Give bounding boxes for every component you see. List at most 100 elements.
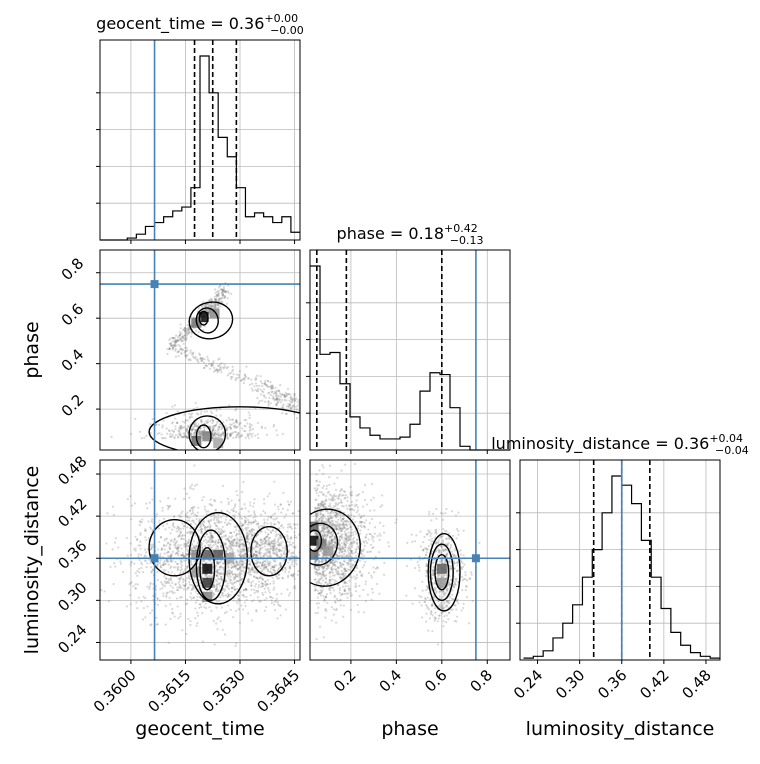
phase_vs_geocent_time-sample-point <box>303 405 305 407</box>
luminosity_distance_vs_geocent_time-sample-point <box>225 516 227 518</box>
luminosity_distance_vs_geocent_time-sample-point <box>178 535 180 537</box>
luminosity_distance_vs_geocent_time-sample-point <box>137 553 139 555</box>
luminosity_distance_vs_geocent_time-sample-point <box>281 524 283 526</box>
phase_vs_geocent_time-sample-point <box>173 437 175 439</box>
luminosity_distance_vs_geocent_time-sample-point <box>174 615 176 617</box>
luminosity_distance_vs_phase-sample-point <box>383 532 385 534</box>
luminosity_distance_vs_geocent_time-sample-point <box>225 538 227 540</box>
luminosity_distance_vs_phase-sample-point <box>336 523 338 525</box>
luminosity_distance_vs_phase-sample-point <box>367 594 369 596</box>
luminosity_distance_vs_geocent_time-sample-point <box>168 578 170 580</box>
phase_vs_geocent_time-sample-point <box>300 401 302 403</box>
luminosity_distance_vs_geocent_time-sample-point <box>255 609 257 611</box>
phase_vs_geocent_time-sample-point <box>243 382 245 384</box>
luminosity_distance_vs_phase-sample-point <box>325 577 327 579</box>
luminosity_distance_vs_geocent_time-sample-point <box>216 569 218 571</box>
luminosity_distance_vs_geocent_time-sample-point <box>144 549 146 551</box>
luminosity_distance_vs_geocent_time-sample-point <box>200 528 202 530</box>
luminosity_distance_vs_geocent_time-sample-point <box>247 515 249 517</box>
luminosity_distance_vs_geocent_time-sample-point <box>213 499 215 501</box>
luminosity_distance_vs_geocent_time-sample-point <box>270 516 272 518</box>
phase_vs_geocent_time-sample-point <box>203 427 205 429</box>
luminosity_distance_vs_geocent_time-sample-point <box>257 596 259 598</box>
luminosity_distance_vs_geocent_time-sample-point <box>307 591 309 593</box>
luminosity_distance_vs_geocent_time-sample-point <box>294 547 296 549</box>
luminosity_distance_vs_phase-sample-point <box>321 517 323 519</box>
luminosity_distance_vs_geocent_time-sample-point <box>275 518 277 520</box>
phase_vs_geocent_time-sample-point <box>177 410 179 412</box>
luminosity_distance_vs_geocent_time-sample-point <box>259 601 261 603</box>
luminosity_distance_vs_phase-sample-point <box>366 503 368 505</box>
luminosity_distance_vs_geocent_time-sample-point <box>159 599 161 601</box>
luminosity_distance_vs_phase-sample-point <box>335 621 337 623</box>
phase_vs_geocent_time-sample-point <box>217 306 219 308</box>
phase_vs_geocent_time-sample-point <box>257 422 259 424</box>
phase_vs_geocent_time-sample-point <box>290 396 292 398</box>
luminosity_distance_vs_geocent_time-sample-point <box>222 526 224 528</box>
luminosity_distance_vs_geocent_time-sample-point <box>144 616 146 618</box>
luminosity_distance_vs_geocent_time-sample-point <box>251 531 253 533</box>
phase_vs_geocent_time-sample-point <box>243 419 245 421</box>
luminosity_distance_vs_geocent_time-sample-point <box>247 524 249 526</box>
luminosity_distance_vs_geocent_time-sample-point <box>186 493 188 495</box>
phase_vs_geocent_time-sample-point <box>195 422 197 424</box>
phase_vs_geocent_time-sample-point <box>272 397 274 399</box>
luminosity_distance_vs_phase-sample-point <box>361 515 363 517</box>
luminosity_distance_vs_phase-sample-point <box>355 590 357 592</box>
luminosity_distance_vs_geocent_time-sample-point <box>238 499 240 501</box>
luminosity_distance_vs_phase-sample-point <box>371 576 373 578</box>
phase_vs_geocent_time-sample-point <box>280 394 282 396</box>
luminosity_distance_vs_phase-sample-point <box>358 513 360 515</box>
luminosity_distance_vs_geocent_time-sample-point <box>204 508 206 510</box>
luminosity_distance_vs_geocent_time-sample-point <box>285 608 287 610</box>
luminosity_distance_vs_geocent_time-sample-point <box>244 522 246 524</box>
luminosity_distance_vs_geocent_time-sample-point <box>144 530 146 532</box>
phase-ytick-label: 0.4 <box>58 345 88 375</box>
luminosity_distance_vs_phase-sample-point <box>328 476 330 478</box>
luminosity_distance_vs_geocent_time-sample-point <box>171 528 173 530</box>
luminosity_distance_vs_phase-sample-point <box>335 568 337 570</box>
phase_vs_geocent_time-sample-point <box>272 396 274 398</box>
luminosity_distance_vs_geocent_time-sample-point <box>219 561 221 563</box>
luminosity_distance_vs_geocent_time-sample-point <box>234 645 236 647</box>
luminosity_distance_vs_geocent_time-sample-point <box>192 585 194 587</box>
phase_vs_geocent_time-sample-point <box>219 298 221 300</box>
phase_vs_geocent_time-sample-point <box>230 372 232 374</box>
luminosity_distance_vs_geocent_time-sample-point <box>157 548 159 550</box>
luminosity_distance_vs_geocent_time-sample-point <box>282 492 284 494</box>
luminosity_distance_vs_phase-sample-point <box>327 515 329 517</box>
phase_vs_geocent_time-sample-point <box>200 359 202 361</box>
luminosity_distance_vs_geocent_time-sample-point <box>175 583 177 585</box>
phase_vs_geocent_time-sample-point <box>223 286 225 288</box>
phase_vs_geocent_time-sample-point <box>240 380 242 382</box>
phase_vs_geocent_time-sample-point <box>202 301 204 303</box>
phase_vs_geocent_time-sample-point <box>257 437 259 439</box>
luminosity_distance_vs_geocent_time-sample-point <box>220 501 222 503</box>
luminosity_distance_vs_geocent_time-sample-point <box>265 606 267 608</box>
luminosity_distance_vs_geocent_time-sample-point <box>135 583 137 585</box>
luminosity_distance_vs_phase-sample-point <box>325 564 327 566</box>
luminosity_distance_vs_geocent_time-sample-point <box>144 555 146 557</box>
luminosity_distance_vs_geocent_time-sample-point <box>145 502 147 504</box>
luminosity_distance_vs_geocent_time-sample-point <box>151 518 153 520</box>
luminosity_distance_vs_geocent_time-sample-point <box>288 541 290 543</box>
luminosity_distance_vs_geocent_time-sample-point <box>117 546 119 548</box>
luminosity_distance_vs_geocent_time-sample-point <box>150 528 152 530</box>
phase_vs_geocent_time-sample-point <box>264 380 266 382</box>
phase_vs_geocent_time-sample-point <box>149 423 151 425</box>
luminosity_distance_vs_phase-sample-point <box>331 523 333 525</box>
luminosity_distance_vs_geocent_time-sample-point <box>236 580 238 582</box>
luminosity_distance_vs_geocent_time-sample-point <box>168 564 170 566</box>
luminosity_distance_vs_phase-sample-point <box>383 574 385 576</box>
phase_vs_geocent_time-sample-point <box>169 343 171 345</box>
luminosity_distance_vs_geocent_time-sample-point <box>290 501 292 503</box>
luminosity_distance_vs_phase-sample-point <box>316 602 318 604</box>
luminosity_distance_vs_geocent_time-sample-point <box>199 603 201 605</box>
phase_vs_geocent_time-sample-point <box>211 305 213 307</box>
luminosity_distance_vs_geocent_time-sample-point <box>215 516 217 518</box>
phase_vs_geocent_time-sample-point <box>171 337 173 339</box>
luminosity_distance_vs_geocent_time-sample-point <box>180 566 182 568</box>
luminosity_distance_vs_geocent_time-sample-point <box>269 596 271 598</box>
luminosity_distance_vs_geocent_time-sample-point <box>156 571 158 573</box>
luminosity_distance_vs_geocent_time-sample-point <box>275 535 277 537</box>
